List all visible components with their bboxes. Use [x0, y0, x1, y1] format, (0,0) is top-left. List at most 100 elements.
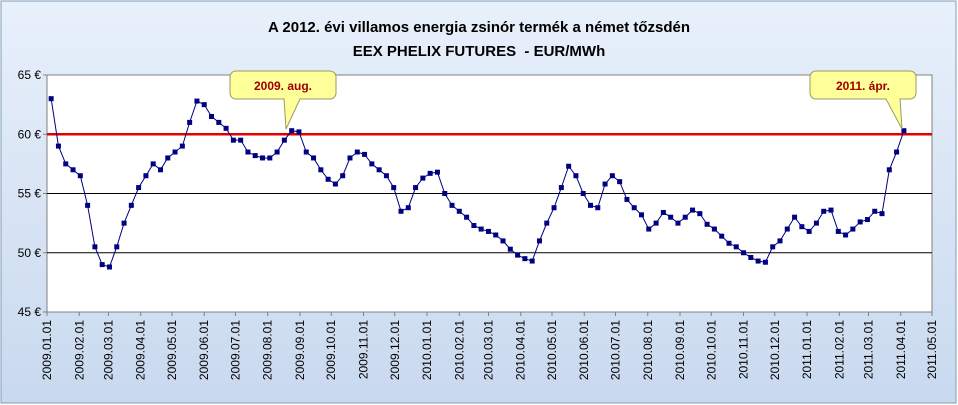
data-point	[828, 207, 834, 213]
data-point	[719, 233, 725, 239]
data-point	[201, 102, 207, 108]
data-point	[449, 202, 455, 208]
data-point	[668, 214, 674, 220]
data-point	[690, 207, 696, 213]
x-tick-label: 2011.04.01	[894, 320, 908, 379]
y-tick-label: 60 €	[18, 127, 42, 141]
data-point	[55, 143, 61, 149]
data-point	[238, 137, 244, 143]
data-point	[536, 238, 542, 244]
data-point	[566, 163, 572, 169]
data-point	[529, 258, 535, 264]
data-point	[894, 149, 900, 155]
x-tick-label: 2011.01.01	[800, 320, 814, 379]
data-point	[245, 149, 251, 155]
data-point	[318, 167, 324, 173]
data-point	[573, 173, 579, 179]
data-point	[471, 222, 477, 228]
data-point	[157, 167, 163, 173]
data-point	[850, 226, 856, 232]
x-tick-label: 2010.08.01	[641, 320, 655, 380]
data-point	[515, 252, 521, 258]
x-tick-label: 2010.03.01	[481, 320, 495, 380]
data-point	[106, 264, 112, 270]
x-tick-label: 2009.05.01	[165, 320, 179, 380]
chart-subtitle: EEX PHELIX FUTURES - EUR/MWh	[353, 43, 606, 60]
data-point	[369, 161, 375, 167]
x-tick-label: 2009.04.01	[134, 320, 148, 380]
data-point	[609, 173, 615, 179]
data-point	[230, 137, 236, 143]
callout-shape	[809, 70, 917, 130]
data-point	[872, 208, 878, 214]
x-tick-label: 2009.12.01	[388, 320, 402, 380]
callout-shape	[229, 70, 337, 130]
x-tick-label: 2009.11.01	[357, 320, 371, 379]
data-point	[587, 202, 593, 208]
data-point	[777, 238, 783, 244]
callout: 2009. aug.	[229, 70, 337, 130]
data-point	[347, 155, 353, 161]
data-point	[179, 143, 185, 149]
data-point	[755, 258, 761, 264]
data-point	[639, 212, 645, 218]
data-point	[507, 246, 513, 252]
data-point	[711, 226, 717, 232]
data-point	[522, 256, 528, 262]
data-point	[99, 262, 105, 268]
data-point	[434, 169, 440, 175]
data-point	[646, 226, 652, 232]
y-tick-label: 55 €	[18, 187, 42, 201]
data-point	[456, 208, 462, 214]
y-tick-label: 45 €	[18, 305, 42, 319]
data-point	[901, 128, 907, 134]
x-tick-label: 2009.08.01	[261, 320, 275, 380]
data-point	[843, 232, 849, 238]
x-tick-label: 2010.09.01	[673, 320, 687, 380]
data-point	[762, 259, 768, 265]
x-tick-label: 2009.06.01	[197, 320, 211, 380]
data-point	[128, 202, 134, 208]
data-point	[413, 185, 419, 191]
data-point	[391, 185, 397, 191]
callout: 2011. ápr.	[809, 70, 917, 130]
data-point	[311, 155, 317, 161]
data-point	[485, 228, 491, 234]
data-point	[886, 167, 892, 173]
data-point	[653, 220, 659, 226]
data-point	[464, 214, 470, 220]
data-point	[194, 98, 200, 104]
data-point	[558, 185, 564, 191]
data-point	[420, 175, 426, 181]
x-tick-label: 2009.01.01	[40, 320, 54, 380]
series-line	[50, 98, 905, 268]
data-point	[150, 161, 156, 167]
data-point	[792, 214, 798, 220]
data-point	[340, 173, 346, 179]
data-point	[580, 191, 586, 196]
x-tick-label: 2010.06.01	[577, 320, 591, 380]
data-point	[48, 96, 54, 102]
x-tick-label: 2011.05.01	[925, 320, 939, 379]
data-point	[857, 219, 863, 225]
data-point	[478, 226, 484, 232]
data-point	[267, 155, 273, 161]
data-point	[427, 170, 433, 176]
data-point	[784, 226, 790, 232]
x-tick-label: 2010.01.01	[420, 320, 434, 380]
data-point	[114, 244, 120, 250]
data-point	[136, 185, 142, 191]
data-point	[223, 125, 229, 131]
data-point	[660, 209, 666, 215]
x-tick-label: 2011.02.01	[832, 320, 846, 379]
x-tick-label: 2010.04.01	[514, 320, 528, 380]
data-point	[595, 205, 601, 211]
data-point	[354, 149, 360, 155]
data-point	[624, 196, 630, 202]
x-tick-label: 2009.07.01	[228, 320, 242, 380]
data-point	[551, 205, 557, 211]
data-point	[376, 167, 382, 173]
data-point	[289, 128, 295, 134]
x-tick-label: 2010.05.01	[545, 320, 559, 380]
data-point	[92, 244, 98, 250]
